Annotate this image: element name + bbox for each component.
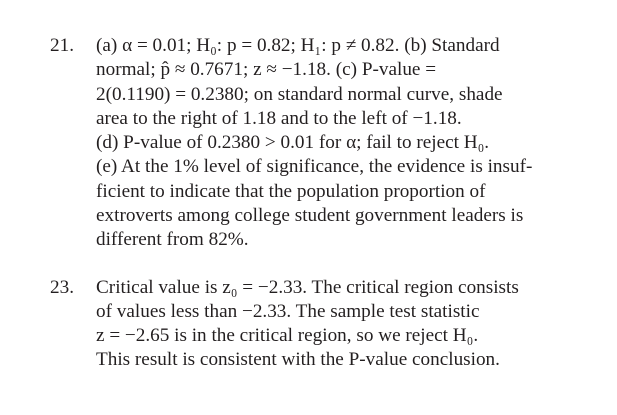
text-line: z = −2.65 is in the critical region, so … [96, 325, 479, 346]
text-line: 2(0.1190) = 0.2380; on standard normal c… [96, 84, 503, 105]
text-line: (e) At the 1% level of significance, the… [96, 156, 533, 177]
text-line: of values less than −2.33. The sample te… [96, 301, 480, 322]
text-line: (d) P-value of 0.2380 > 0.01 for α; fail… [96, 132, 490, 153]
text-line: extroverts among college student governm… [96, 205, 524, 226]
text-line: (a) α = 0.01; H₀: p = 0.82; H₁: p ≠ 0.82… [96, 35, 500, 56]
text-line: different from 82%. [96, 229, 249, 250]
text-line: Critical value is z₀ = −2.33. The critic… [96, 277, 519, 298]
text-line: This result is consistent with the P-val… [96, 349, 500, 370]
text-line: area to the right of 1.18 and to the lef… [96, 108, 462, 129]
problem-number: 23. [50, 277, 74, 298]
text-line: ficient to indicate that the population … [96, 181, 486, 202]
text-line: normal; p̂ ≈ 0.7671; z ≈ −1.18. (c) P-va… [96, 59, 437, 80]
problem-number: 21. [50, 35, 74, 56]
